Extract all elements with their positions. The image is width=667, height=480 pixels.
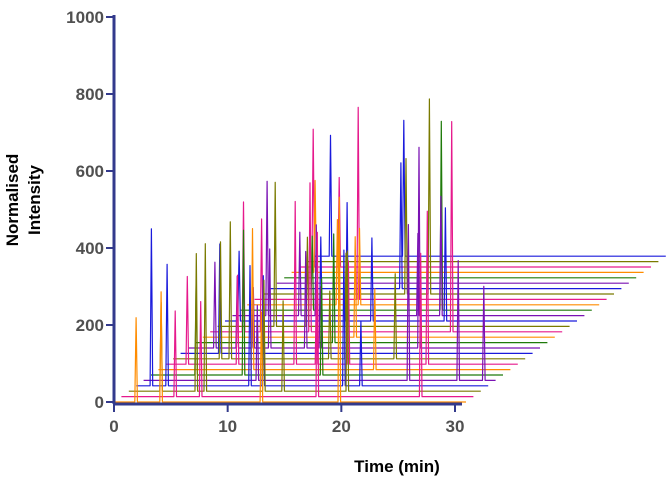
chromatogram-trace <box>202 236 555 338</box>
y-tick-label: 400 <box>76 239 104 258</box>
chart-axes: 0 200 400 600 800 1000 0 10 20 30 <box>66 8 464 436</box>
x-tick-label: 0 <box>109 417 118 436</box>
y-axis-title-line-1: Normalised <box>3 154 22 247</box>
x-tick-label: 30 <box>446 417 465 436</box>
x-axis-title: Time (min) <box>354 457 440 476</box>
chromatogram-trace <box>128 243 481 392</box>
chromatogram-trace <box>195 233 548 344</box>
y-tick-label: 200 <box>76 316 104 335</box>
chromatogram-trace <box>299 128 651 268</box>
x-tick-label: 20 <box>332 417 351 436</box>
chromatogram-trace <box>114 196 466 403</box>
y-axis-title-line-2: Intensity <box>25 165 44 235</box>
chart-labels: Time (min) Normalised Intensity <box>3 154 440 476</box>
chromatogram-traces <box>114 98 666 403</box>
y-tick-label: 600 <box>76 162 104 181</box>
chromatogram-trace <box>210 121 563 333</box>
y-tick-label: 0 <box>95 393 104 412</box>
x-tick-label: 10 <box>218 417 237 436</box>
y-tick-label: 1000 <box>66 8 104 27</box>
chromatogram-trace <box>232 180 585 317</box>
chromatogram-trace <box>165 200 518 365</box>
chromatogram-trace <box>239 120 592 311</box>
chromatogram-trace <box>136 228 489 387</box>
chromatogram-trace <box>121 231 474 398</box>
chromatogram-trace <box>225 202 577 322</box>
chromatogram-trace <box>143 224 496 381</box>
chromatogram-trace <box>173 221 526 360</box>
y-tick-label: 800 <box>76 85 104 104</box>
chromatogram-trace <box>313 119 666 257</box>
